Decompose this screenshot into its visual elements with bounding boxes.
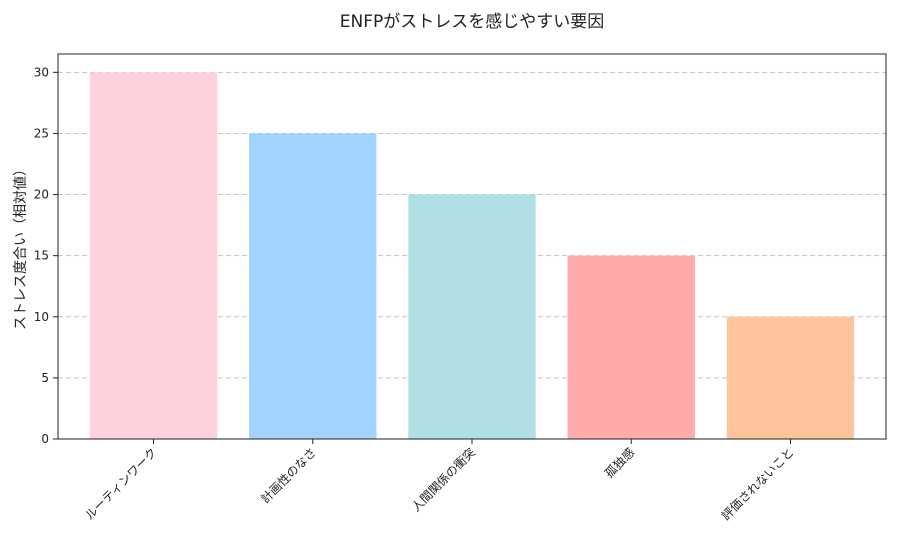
- y-tick-label-10: 10: [34, 310, 49, 324]
- chart-title: ENFPがストレスを感じやすい要因: [340, 12, 605, 32]
- bars: [89, 72, 855, 439]
- x-tick-label-2: 計画性のなさ: [257, 445, 319, 507]
- bar-4: [567, 255, 695, 439]
- x-axis-ticks: ルーティンワーク 計画性のなさ 人間関係の衝突 孤独感 評価されないこと: [82, 439, 797, 523]
- y-tick-label-5: 5: [41, 371, 49, 385]
- y-axis-ticks: 0 5 10 15 20 25 30: [34, 65, 58, 446]
- bar-2: [249, 133, 377, 439]
- bar-1: [89, 72, 218, 439]
- bar-5: [726, 316, 855, 439]
- plot-frame: [57, 53, 887, 440]
- y-tick-label-0: 0: [41, 432, 49, 446]
- x-tick-label-1: ルーティンワーク: [82, 445, 159, 522]
- y-tick-label-20: 20: [34, 188, 49, 202]
- y-tick-label-15: 15: [34, 249, 49, 263]
- y-axis-label: ストレス度合い（相対値）: [13, 162, 29, 330]
- y-tick-label-30: 30: [34, 65, 49, 79]
- x-tick-label-4: 孤独感: [601, 445, 637, 481]
- y-tick-label-25: 25: [34, 126, 49, 140]
- x-tick-label-3: 人間関係の衝突: [408, 445, 478, 515]
- bar-3: [408, 194, 536, 439]
- x-tick-label-5: 評価されないこと: [718, 445, 796, 523]
